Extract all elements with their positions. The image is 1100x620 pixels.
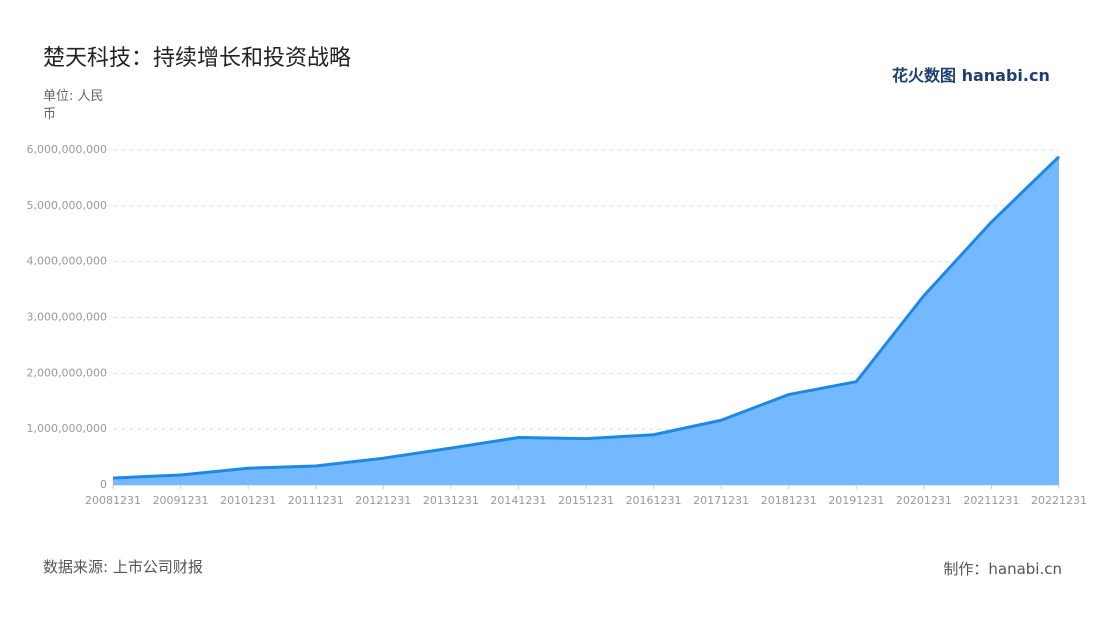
x-tick-label: 20121231 xyxy=(355,494,411,507)
x-tick-label: 20111231 xyxy=(288,494,344,507)
y-tick-label: 1,000,000,000 xyxy=(27,422,107,435)
x-tick-label: 20131231 xyxy=(423,494,479,507)
y-tick-label: 0 xyxy=(100,478,107,491)
unit-label: 单位: 人民币 xyxy=(43,89,104,122)
x-tick-label: 20141231 xyxy=(490,494,546,507)
credit: 制作：hanabi.cn xyxy=(943,560,1062,578)
x-tick-label: 20221231 xyxy=(1031,494,1087,507)
logo: 花火数图 hanabi.cn xyxy=(892,66,1050,85)
x-tick-label: 20101231 xyxy=(220,494,276,507)
x-tick-label: 20191231 xyxy=(828,494,884,507)
chart-title: 楚天科技：持续增长和投资战略 xyxy=(43,46,352,71)
y-tick-label: 6,000,000,000 xyxy=(27,143,107,156)
x-tick-label: 20161231 xyxy=(626,494,682,507)
x-tick-label: 20201231 xyxy=(896,494,952,507)
y-tick-label: 5,000,000,000 xyxy=(27,199,107,212)
y-tick-label: 4,000,000,000 xyxy=(27,255,107,268)
x-tick-label: 20181231 xyxy=(761,494,817,507)
line xyxy=(112,155,1061,480)
y-tick-label: 3,000,000,000 xyxy=(27,311,107,324)
x-tick-label: 20091231 xyxy=(153,494,209,507)
y-tick-label: 2,000,000,000 xyxy=(27,366,107,379)
x-tick-label: 20171231 xyxy=(693,494,749,507)
x-tick-label: 20081231 xyxy=(85,494,141,507)
x-tick-label: 20211231 xyxy=(963,494,1019,507)
area xyxy=(113,156,1059,485)
x-tick-label: 20151231 xyxy=(558,494,614,507)
source: 数据来源: 上市公司财报 xyxy=(43,558,203,576)
